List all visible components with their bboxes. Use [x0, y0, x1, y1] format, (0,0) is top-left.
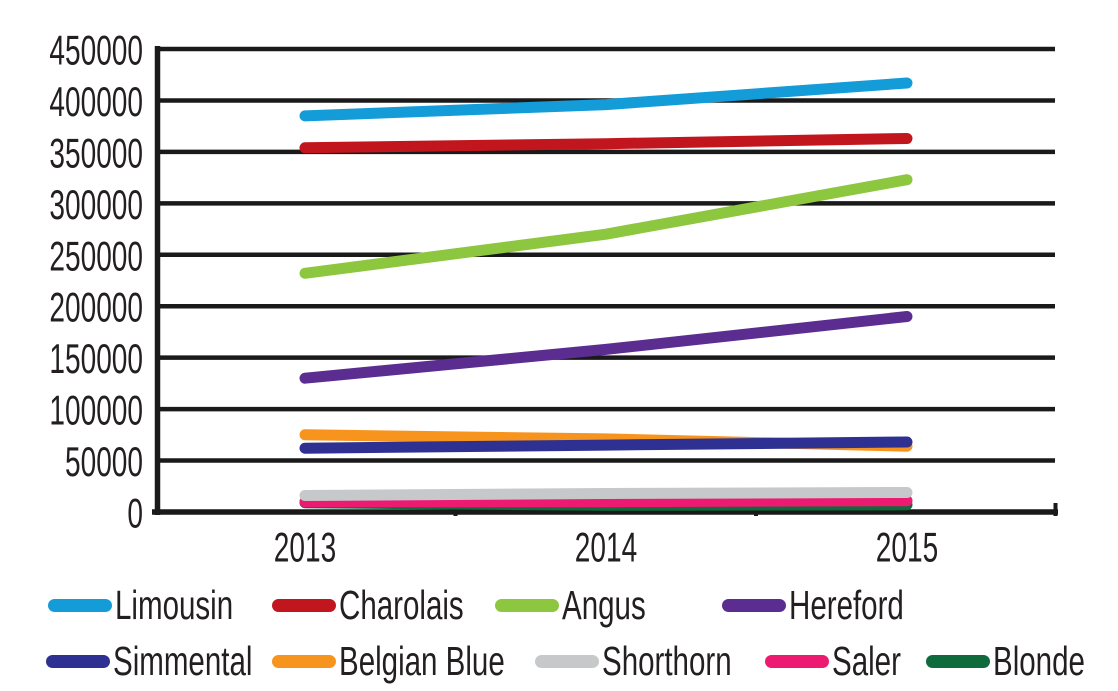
series-line-limousin [299, 77, 913, 122]
legend-label: Simmental [113, 638, 253, 684]
y-axis-tick-label: 400000 [49, 78, 143, 125]
legend-swatch-saler [765, 654, 829, 668]
y-axis-tick-label: 200000 [49, 284, 143, 331]
legend-swatch-belgian-blue [272, 654, 336, 668]
legend-item-belgian-blue: Belgian Blue [272, 638, 569, 684]
series-line-simmental [299, 436, 913, 454]
legend-label: Belgian Blue [339, 638, 505, 684]
series-line-charolais [299, 133, 913, 154]
legend-item-charolais: Charolais [272, 582, 512, 628]
legend-item-shorthorn: Shorthorn [535, 638, 782, 684]
legend-swatch-angus [495, 598, 559, 612]
legend-label: Blonde [993, 638, 1085, 684]
legend-label: Angus [562, 582, 646, 628]
y-axis-tick-label: 100000 [49, 387, 143, 434]
legend-label: Hereford [789, 582, 904, 628]
legend-item-saler: Saler [765, 638, 928, 684]
x-axis-tick-label: 2013 [274, 524, 336, 571]
legend-swatch-hereford [722, 598, 786, 612]
x-axis-tick-label: 2015 [876, 524, 938, 571]
legend-label: Charolais [339, 582, 464, 628]
legend-swatch-shorthorn [535, 654, 599, 668]
legend-swatch-blonde [926, 654, 990, 668]
y-axis-tick-label: 0 [127, 490, 143, 537]
y-axis-tick-label: 250000 [49, 232, 143, 279]
legend-swatch-simmental [46, 654, 110, 668]
x-axis-tick-label: 2014 [575, 524, 637, 571]
series-line-shorthorn [299, 487, 913, 501]
legend-item-simmental: Simmental [46, 638, 307, 684]
series-line-saler [299, 495, 913, 508]
series-line-angus [299, 174, 913, 279]
series-line-hereford [299, 311, 913, 384]
y-axis-tick-label: 350000 [49, 129, 143, 176]
y-axis-tick-label: 150000 [49, 335, 143, 382]
legend-item-limousin: Limousin [48, 582, 279, 628]
y-axis-tick-label: 50000 [65, 438, 143, 485]
legend-item-blonde: Blonde [926, 638, 1118, 684]
legend-label: Limousin [115, 582, 234, 628]
legend-label: Shorthorn [602, 638, 732, 684]
legend-item-angus: Angus [495, 582, 678, 628]
y-axis-tick-label: 450000 [49, 27, 143, 74]
legend-swatch-limousin [48, 598, 112, 612]
y-axis-tick-label: 300000 [49, 181, 143, 228]
legend-item-hereford: Hereford [722, 582, 949, 628]
legend-label: Saler [832, 638, 901, 684]
legend-swatch-charolais [272, 598, 336, 612]
